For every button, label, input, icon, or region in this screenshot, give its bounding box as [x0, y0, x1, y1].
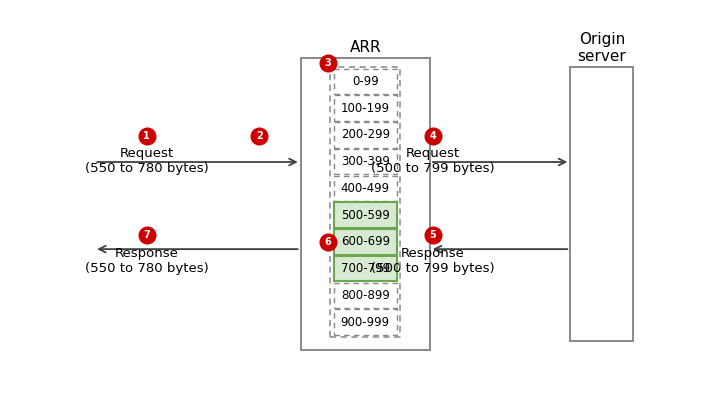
Text: 900-999: 900-999 [341, 316, 390, 329]
Bar [334, 69, 397, 94]
Bar [570, 67, 633, 341]
Bar [334, 283, 397, 308]
Text: 100-199: 100-199 [341, 102, 390, 115]
Bar [334, 309, 397, 335]
Text: 800-899: 800-899 [341, 289, 390, 302]
Text: 7: 7 [143, 230, 150, 240]
Bar [334, 149, 397, 175]
Text: 0-99: 0-99 [352, 75, 378, 88]
Text: 6: 6 [324, 237, 332, 247]
Text: 600-699: 600-699 [341, 236, 390, 248]
Text: Request
(550 to 780 bytes): Request (550 to 780 bytes) [84, 147, 209, 175]
Bar [330, 67, 400, 337]
Bar [334, 95, 397, 121]
Text: Origin
server: Origin server [577, 32, 626, 64]
Bar [300, 58, 430, 350]
Text: 5: 5 [430, 230, 436, 240]
Text: Request
(500 to 799 bytes): Request (500 to 799 bytes) [371, 147, 494, 175]
Text: 500-599: 500-599 [341, 209, 390, 222]
Text: 700-799: 700-799 [341, 262, 390, 275]
Bar [334, 176, 397, 201]
Text: 3: 3 [324, 58, 332, 68]
Text: 200-299: 200-299 [341, 128, 390, 141]
Text: Response
(500 to 799 bytes): Response (500 to 799 bytes) [371, 247, 494, 275]
Text: 4: 4 [430, 130, 436, 141]
Bar [334, 229, 397, 255]
Text: ARR: ARR [349, 40, 381, 55]
Text: Response
(550 to 780 bytes): Response (550 to 780 bytes) [84, 247, 209, 275]
Bar [334, 202, 397, 228]
Bar [334, 256, 397, 282]
Text: 400-499: 400-499 [341, 182, 390, 195]
Text: 2: 2 [256, 130, 263, 141]
Text: 1: 1 [143, 130, 150, 141]
Text: 300-399: 300-399 [341, 155, 390, 168]
Bar [334, 122, 397, 148]
